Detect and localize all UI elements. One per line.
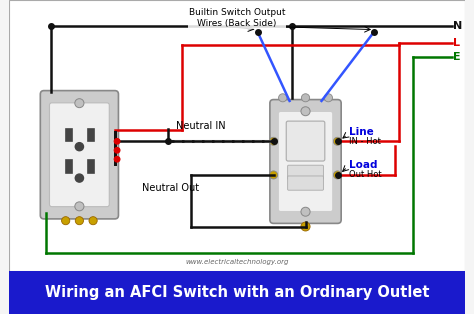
Text: L: L xyxy=(453,38,460,48)
Circle shape xyxy=(301,207,310,216)
FancyBboxPatch shape xyxy=(65,159,72,173)
Circle shape xyxy=(279,94,287,102)
Text: Load: Load xyxy=(349,160,377,170)
FancyBboxPatch shape xyxy=(286,121,325,161)
Circle shape xyxy=(114,148,120,153)
Circle shape xyxy=(75,217,83,225)
FancyBboxPatch shape xyxy=(9,0,465,271)
Circle shape xyxy=(324,94,332,102)
FancyBboxPatch shape xyxy=(87,128,93,141)
FancyBboxPatch shape xyxy=(278,111,333,212)
Circle shape xyxy=(301,107,310,116)
Circle shape xyxy=(333,137,342,145)
Circle shape xyxy=(75,143,83,151)
Text: Neutral Out: Neutral Out xyxy=(142,183,200,193)
Text: Builtin Switch Output
Wires (Back Side): Builtin Switch Output Wires (Back Side) xyxy=(189,8,285,28)
FancyBboxPatch shape xyxy=(9,271,465,314)
Text: IN - Hot: IN - Hot xyxy=(349,137,381,146)
Text: Out Hot: Out Hot xyxy=(349,170,382,179)
Circle shape xyxy=(114,138,120,144)
Circle shape xyxy=(114,157,120,162)
FancyBboxPatch shape xyxy=(40,91,118,219)
Text: E: E xyxy=(453,52,460,62)
Circle shape xyxy=(333,171,342,179)
FancyBboxPatch shape xyxy=(288,165,323,179)
Text: Wiring an AFCI Switch with an Ordinary Outlet: Wiring an AFCI Switch with an Ordinary O… xyxy=(45,285,429,300)
Circle shape xyxy=(62,217,70,225)
FancyBboxPatch shape xyxy=(270,100,341,223)
Text: www.electricaltechnology.org: www.electricaltechnology.org xyxy=(185,258,289,265)
Circle shape xyxy=(75,202,84,211)
Circle shape xyxy=(89,217,97,225)
FancyBboxPatch shape xyxy=(49,103,109,207)
FancyBboxPatch shape xyxy=(65,128,72,141)
Text: N: N xyxy=(453,21,462,31)
Text: Line: Line xyxy=(349,127,374,137)
Circle shape xyxy=(301,222,310,231)
FancyBboxPatch shape xyxy=(87,159,93,173)
Circle shape xyxy=(301,94,310,102)
Circle shape xyxy=(269,137,278,145)
Circle shape xyxy=(75,99,84,108)
FancyBboxPatch shape xyxy=(288,176,323,190)
Circle shape xyxy=(75,174,83,182)
Text: Neutral IN: Neutral IN xyxy=(176,121,225,131)
Circle shape xyxy=(269,171,278,179)
